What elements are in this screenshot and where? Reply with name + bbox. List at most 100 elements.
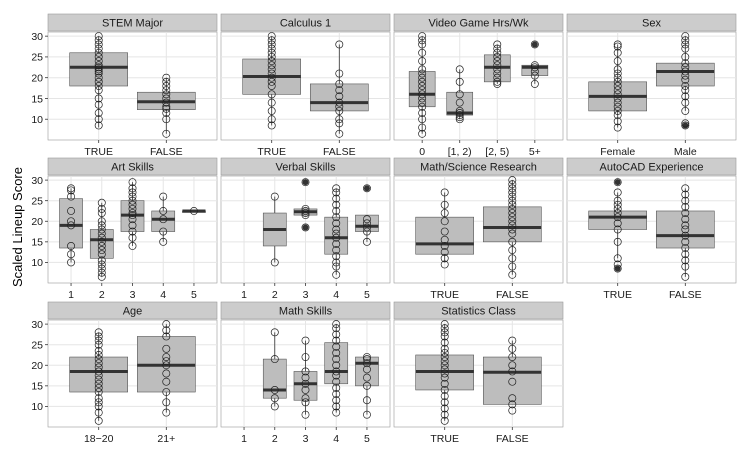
data-point [530, 79, 539, 88]
data-point [613, 77, 622, 86]
data-point [270, 328, 279, 337]
x-tick-label: TRUE [84, 146, 113, 158]
y-tick-label: 10 [31, 114, 43, 126]
data-point [681, 225, 690, 234]
data-point [681, 256, 690, 265]
data-point [440, 373, 449, 382]
x-tick-label: 2 [272, 433, 278, 445]
box-5 [355, 184, 379, 246]
data-point [267, 98, 276, 107]
y-tick-label: 10 [31, 257, 43, 269]
data-point [613, 260, 622, 269]
panel-strip [47, 157, 218, 176]
data-point [128, 188, 137, 197]
data-point [301, 204, 310, 213]
x-tick-label: 2 [272, 289, 278, 301]
data-point [94, 351, 103, 359]
data-point [508, 213, 517, 222]
data-point [97, 246, 106, 255]
box-FALSE [655, 184, 715, 281]
x-tick-label: TRUE [430, 289, 459, 301]
box [415, 216, 475, 255]
data-point [440, 386, 449, 394]
panel-title: Age [123, 306, 143, 318]
y-tick-label: 10 [31, 401, 43, 413]
data-point [94, 52, 103, 61]
box-TRUE [588, 178, 648, 273]
data-point [440, 369, 449, 378]
y-tick-label: 25 [31, 52, 43, 64]
data-point [97, 221, 106, 230]
data-point [94, 379, 103, 388]
data-point [128, 215, 137, 224]
data-point [418, 69, 427, 78]
data-point [94, 40, 103, 49]
data-point [363, 359, 371, 368]
data-point [681, 32, 690, 41]
panel-title: Statistics Class [441, 306, 516, 318]
data-point [613, 237, 622, 246]
data-point [335, 92, 344, 101]
data-point [162, 82, 171, 90]
data-point [440, 254, 449, 263]
data-point [613, 69, 622, 78]
x-tick-label: 1 [241, 433, 247, 445]
panel-strip [393, 13, 564, 32]
data-point [455, 65, 464, 74]
data-point [363, 353, 371, 361]
panel-title: Verbal Skills [276, 162, 336, 174]
y-tick-label: 25 [31, 339, 43, 351]
data-point [613, 254, 622, 263]
data-point [440, 357, 449, 366]
data-point [94, 367, 103, 376]
y-tick-label: 30 [31, 175, 43, 187]
data-point [530, 63, 539, 72]
box-FALSE [482, 336, 542, 415]
data-point [681, 244, 690, 252]
data-point [97, 272, 106, 281]
box [262, 358, 287, 399]
data-point [332, 330, 341, 339]
panel-strip [393, 157, 564, 176]
panel: Math/Science Research TRUE FALSE [393, 157, 564, 301]
data-point [613, 73, 622, 82]
data-point [363, 223, 371, 232]
data-point [332, 229, 341, 238]
data-point [613, 42, 622, 51]
box-TRUE [242, 32, 301, 130]
data-point [159, 207, 168, 215]
data-point [440, 248, 449, 257]
data-point [613, 94, 622, 103]
data-point [613, 111, 622, 120]
data-point [301, 336, 310, 345]
data-point [94, 100, 103, 109]
data-point [613, 117, 622, 126]
x-tick-label: [2, 5) [485, 146, 509, 158]
panel: STEM Major TRUE FALSE 10 15 20 25 30 [31, 13, 218, 158]
box [655, 62, 715, 87]
x-tick-label: 1 [241, 289, 247, 301]
data-point [94, 94, 103, 103]
data-point [67, 186, 75, 195]
box-[1, 2) [446, 65, 474, 124]
data-point [332, 233, 341, 242]
data-point [94, 355, 103, 364]
data-point [332, 361, 341, 370]
data-point [94, 36, 103, 45]
data-point [332, 194, 341, 203]
data-point [94, 328, 103, 337]
data-point [94, 82, 103, 90]
outlier-point [363, 185, 370, 192]
data-point [681, 98, 690, 107]
data-point [332, 367, 341, 376]
data-point [440, 209, 449, 217]
data-point [159, 227, 168, 236]
x-tick-label: 5 [364, 289, 370, 301]
data-point [94, 408, 103, 417]
data-point [681, 119, 690, 128]
data-point [363, 215, 371, 224]
data-point [613, 86, 622, 95]
data-point [613, 264, 622, 273]
